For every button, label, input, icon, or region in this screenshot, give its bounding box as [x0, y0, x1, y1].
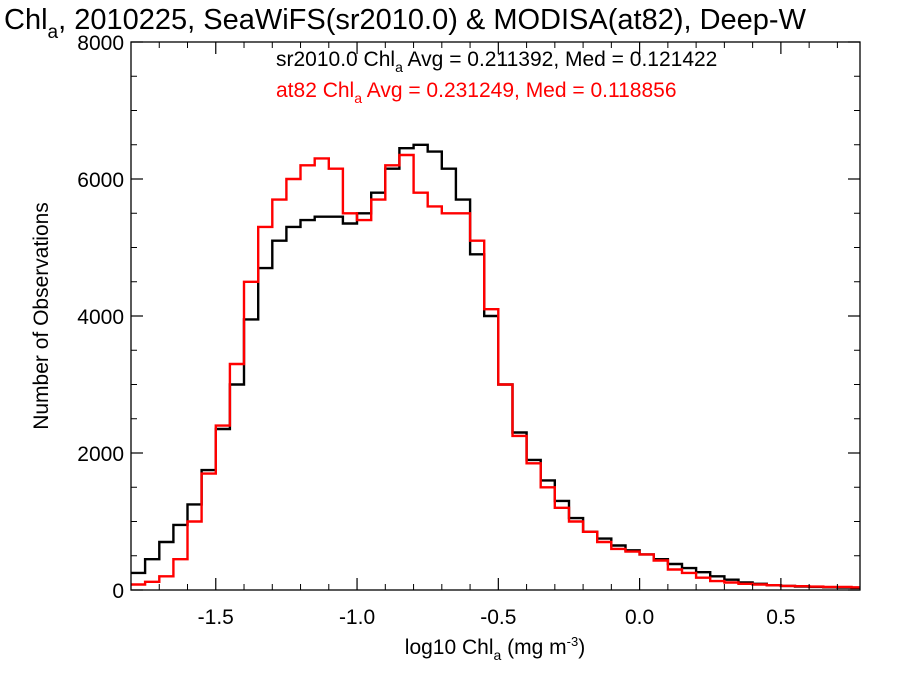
x-tick-label-1: -1.0	[339, 606, 375, 629]
x-tick-label-4: 0.5	[766, 606, 795, 629]
plot-area: -1.5 -1.0 -0.5 0.0 0.5 0 2000 4000 6000 8000	[77, 32, 860, 629]
legend-entry-at82: at82 Chla Avg = 0.231249, Med = 0.118856	[276, 79, 677, 106]
chart-title-sub: a	[48, 22, 59, 43]
x-axis-label-sup: -3	[567, 634, 579, 649]
y-tick-label-0: 0	[112, 580, 124, 603]
x-axis-label-post: )	[578, 636, 585, 659]
legend: sr2010.0 Chla Avg = 0.211392, Med = 0.12…	[276, 48, 717, 106]
plot-frame	[130, 41, 861, 591]
legend-entry-at82-post: Avg = 0.231249, Med = 0.118856	[362, 79, 677, 102]
series-line-0	[131, 143, 860, 590]
legend-entry-sr2010-pre: sr2010.0 Chl	[276, 48, 395, 71]
x-axis-label-pre: log10 Chl	[405, 636, 494, 659]
y-axis-label: Number of Observations	[30, 202, 53, 430]
x-tick-label-3: 0.0	[625, 606, 654, 629]
x-tick-label-0: -1.5	[198, 606, 234, 629]
x-tick-label-2: -0.5	[480, 606, 516, 629]
legend-entry-sr2010-sub: a	[395, 59, 403, 75]
y-tick-label-4: 8000	[77, 32, 124, 55]
chart-title: Chla, 2010225, SeaWiFS(sr2010.0) & MODIS…	[4, 4, 807, 43]
x-axis-label: log10 Chla (mg m-3)	[405, 634, 585, 663]
chart-title-main: Chl	[4, 4, 48, 36]
y-tick-label-3: 6000	[77, 169, 124, 192]
chart-title-rest: , 2010225, SeaWiFS(sr2010.0) & MODISA(at…	[58, 4, 806, 36]
series-line-1	[131, 153, 860, 589]
y-tick-label-1: 2000	[77, 443, 124, 466]
legend-entry-at82-pre: at82 Chl	[276, 79, 354, 102]
legend-entry-sr2010-post: Avg = 0.211392, Med = 0.121422	[403, 48, 718, 71]
y-tick-label-2: 4000	[77, 306, 124, 329]
x-axis-label-sub: a	[494, 647, 502, 663]
legend-entry-at82-sub: a	[354, 90, 362, 106]
x-axis-label-mid: (mg m	[501, 636, 566, 659]
legend-entry-sr2010: sr2010.0 Chla Avg = 0.211392, Med = 0.12…	[276, 48, 717, 75]
